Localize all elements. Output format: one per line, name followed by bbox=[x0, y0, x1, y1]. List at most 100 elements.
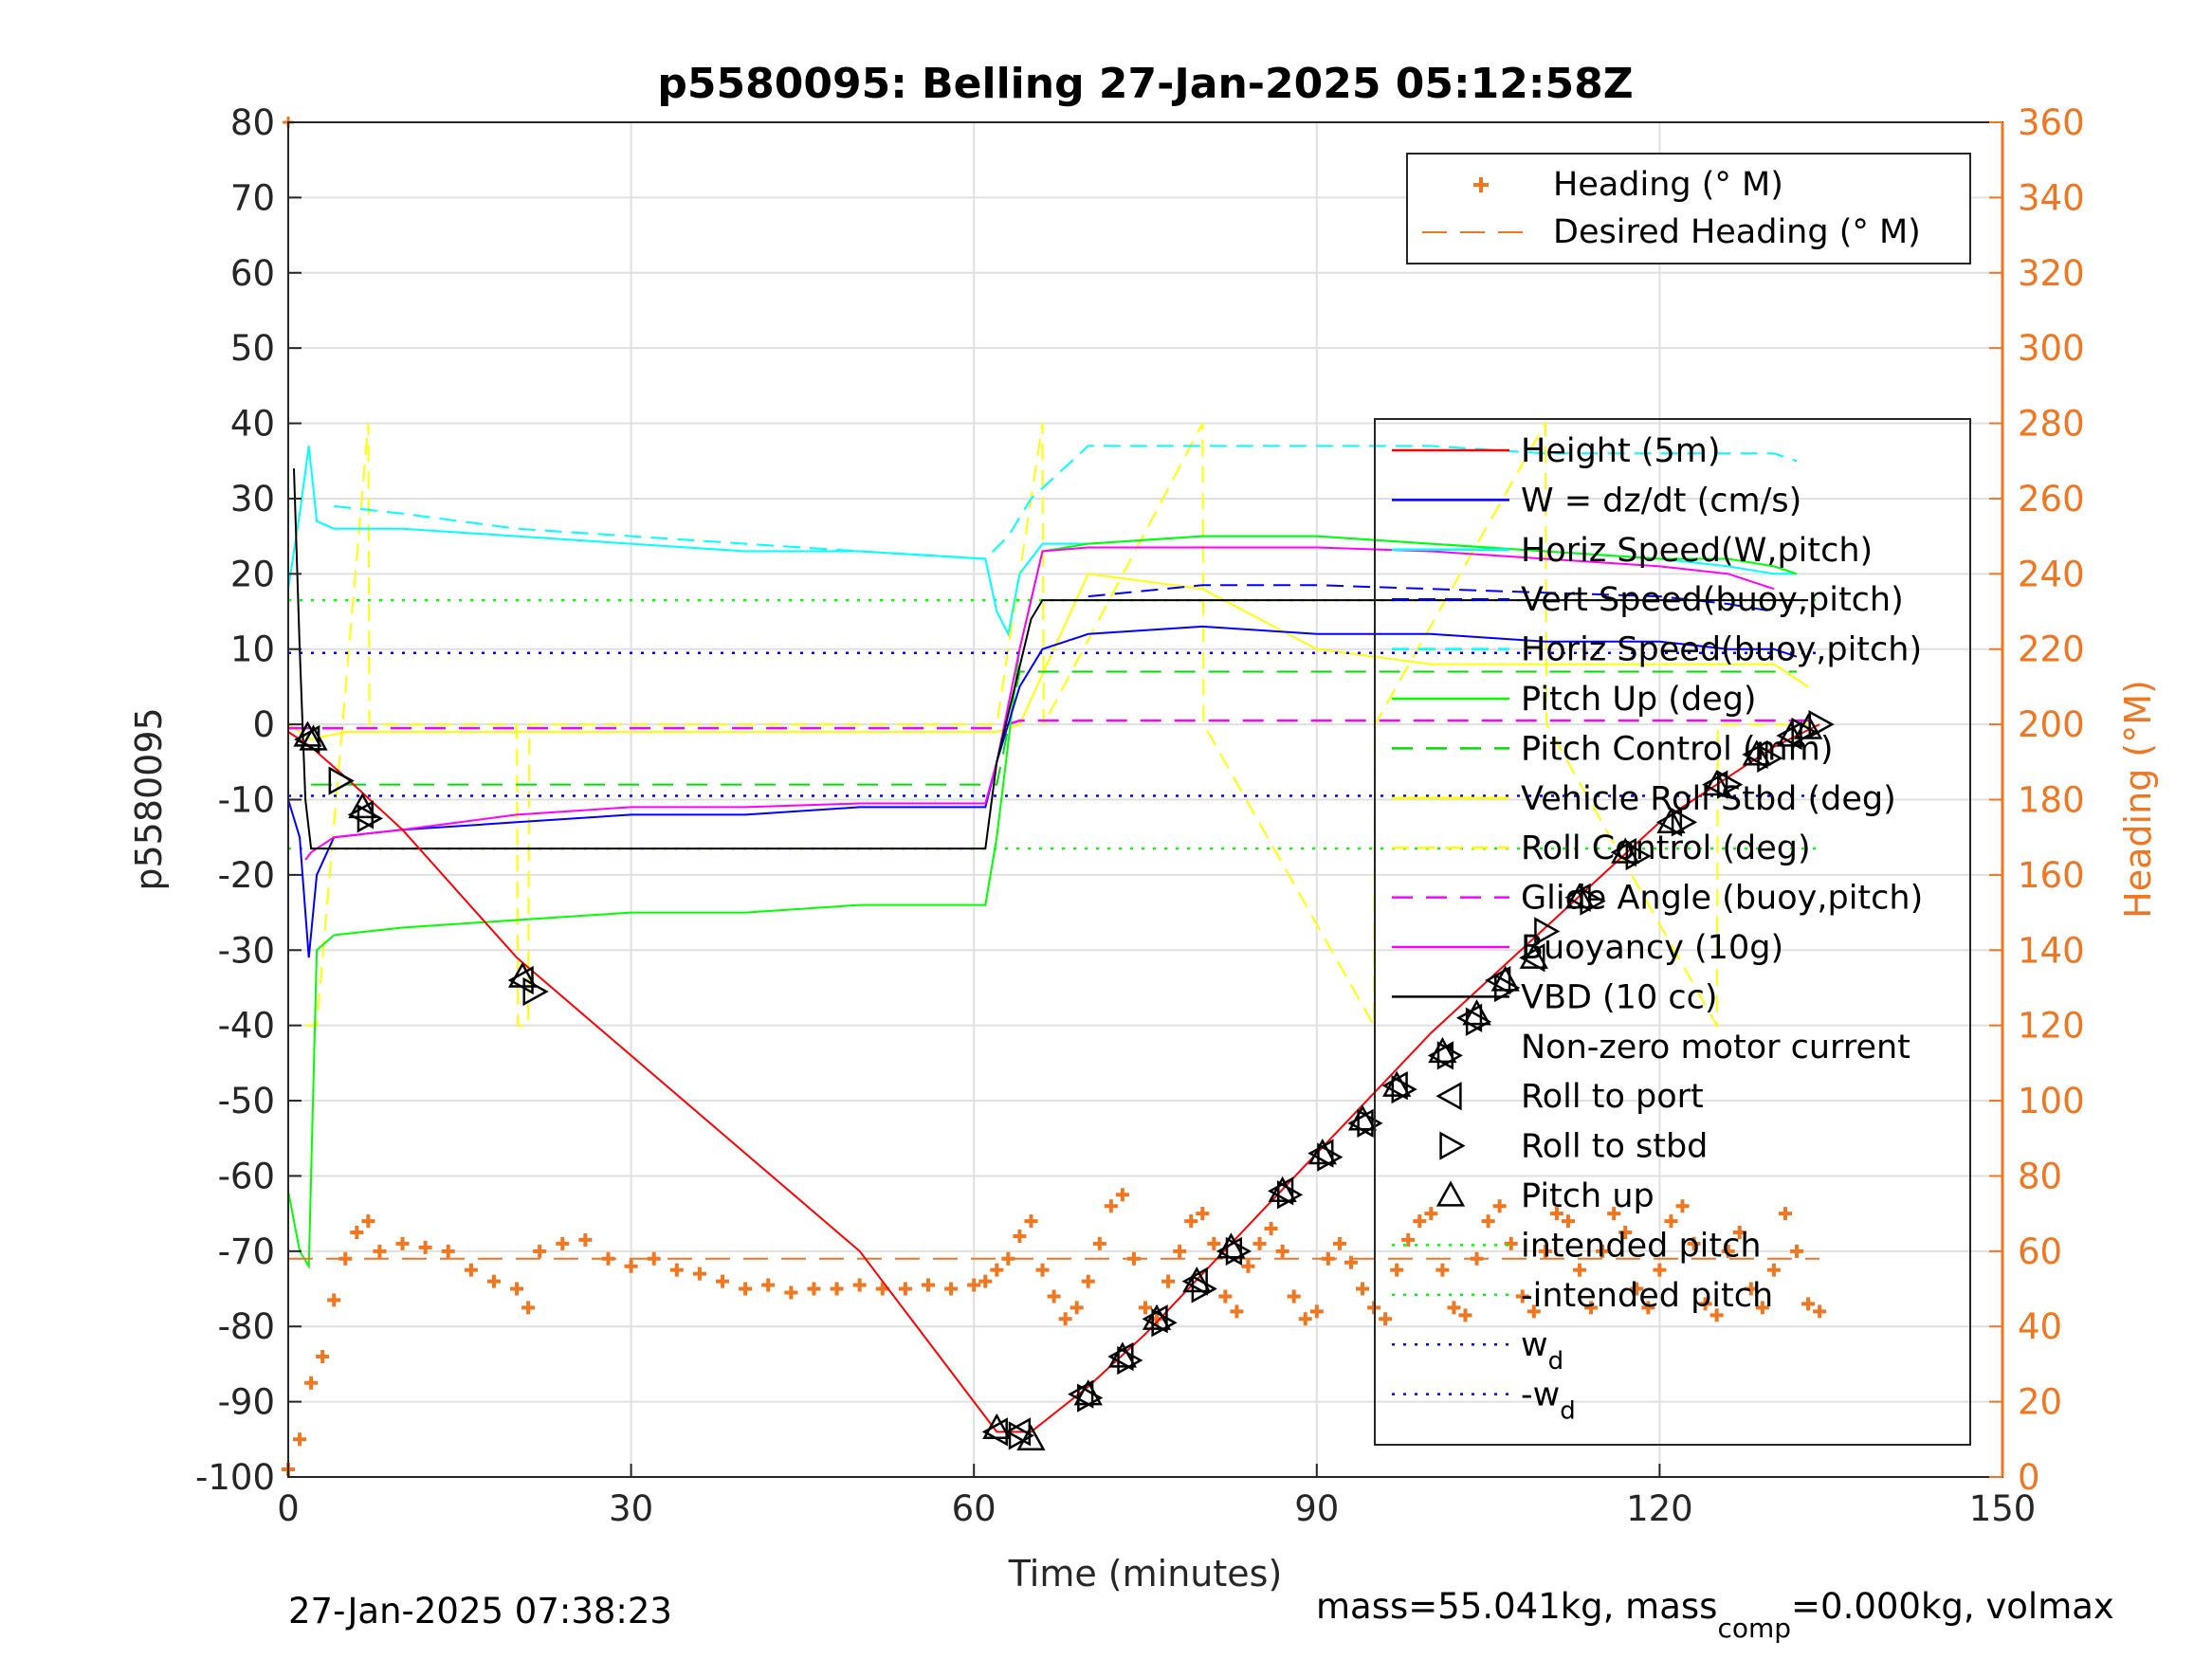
marker-layer bbox=[293, 709, 1835, 1450]
heading-point bbox=[1218, 1289, 1233, 1304]
heading-point bbox=[556, 1236, 570, 1250]
heading-point bbox=[316, 1349, 330, 1363]
legend-main-entry: Vert Speed(buoy,pitch) bbox=[1521, 581, 1904, 619]
pitch-up-marker bbox=[982, 1413, 1012, 1440]
heading-point bbox=[510, 1282, 524, 1296]
y-tick-label: -50 bbox=[218, 1081, 275, 1121]
y2-tick-label: 160 bbox=[2018, 855, 2085, 896]
heading-point bbox=[1047, 1289, 1061, 1304]
pitch-up-marker bbox=[1519, 942, 1548, 969]
y2-tick-label: 100 bbox=[2018, 1081, 2085, 1121]
y-axis-label: p5580095 bbox=[128, 707, 170, 890]
heading-point bbox=[1492, 1199, 1507, 1213]
y-tick-label: -80 bbox=[218, 1306, 275, 1347]
legend-main-entry: Pitch Up (deg) bbox=[1521, 681, 1757, 719]
y-tick-label: 0 bbox=[252, 704, 275, 745]
heading-point bbox=[1618, 1225, 1633, 1239]
y-ticks: 80 70 60 50 40 30 20 10 0 -10 -20 -30 -40 -50 -60 -70 -8… bbox=[195, 102, 302, 1498]
heading-point bbox=[1813, 1304, 1827, 1319]
heading-point bbox=[1115, 1188, 1129, 1202]
legend-entry-base: -w bbox=[1521, 1376, 1560, 1414]
heading-point bbox=[1801, 1297, 1816, 1311]
heading-point bbox=[1504, 1236, 1518, 1250]
heading-point bbox=[1596, 1244, 1610, 1258]
series-horiz-buoy bbox=[334, 445, 1798, 560]
legend-heading-symbol bbox=[1473, 177, 1489, 192]
heading-point bbox=[624, 1259, 638, 1273]
heading-point bbox=[1458, 1308, 1472, 1322]
heading-point bbox=[361, 1214, 375, 1229]
y2-tick-label: 40 bbox=[2018, 1306, 2062, 1347]
pitch-up-marker bbox=[507, 961, 538, 988]
heading-point bbox=[1069, 1301, 1084, 1315]
heading-point bbox=[1561, 1214, 1575, 1229]
heading-point bbox=[1024, 1214, 1038, 1229]
heading-point bbox=[1092, 1236, 1106, 1250]
y-tick-label: 60 bbox=[230, 253, 275, 294]
heading-point bbox=[395, 1236, 410, 1250]
heading-point bbox=[1332, 1236, 1346, 1250]
legend-marker-symbol bbox=[1435, 1082, 1462, 1111]
roll-to-port-marker bbox=[1181, 1267, 1208, 1296]
legend-main-entry: -intended pitch bbox=[1521, 1277, 1773, 1315]
roll-to-stbd-marker bbox=[1671, 808, 1698, 837]
heading-point bbox=[1526, 1304, 1541, 1319]
legend-main-entry: Glide Angle (buoy,pitch) bbox=[1521, 880, 1923, 918]
heading-point bbox=[304, 1376, 319, 1390]
x-tick-label: 120 bbox=[1626, 1488, 1693, 1529]
y2-tick-label: 280 bbox=[2018, 404, 2085, 445]
heading-point bbox=[1058, 1312, 1072, 1326]
heading-point bbox=[533, 1244, 547, 1258]
footer-timestamp: 27-Jan-2025 07:38:23 bbox=[288, 1591, 672, 1632]
legend-main-entry: Buoyancy (10g) bbox=[1521, 929, 1783, 967]
y2-tick-label: 360 bbox=[2018, 102, 2085, 143]
y2-tick-label: 80 bbox=[2018, 1156, 2062, 1196]
heading-point bbox=[1675, 1199, 1690, 1213]
roll-to-stbd-marker bbox=[1534, 917, 1561, 946]
pitch-up-marker bbox=[1182, 1267, 1212, 1293]
y2-ticks: 3603403203002802602402202001801601401201… bbox=[1989, 102, 2085, 1498]
y-tick-label: 50 bbox=[230, 328, 275, 369]
heading-point bbox=[1641, 1301, 1655, 1315]
heading-point bbox=[1344, 1255, 1358, 1269]
y-tick-label: 10 bbox=[230, 629, 275, 670]
heading-point bbox=[1653, 1263, 1667, 1277]
legend-main-box bbox=[1374, 418, 1971, 1446]
y-tick-label: 30 bbox=[230, 479, 275, 520]
y2-tick-label: 200 bbox=[2018, 704, 2085, 745]
legend-main-entry: Pitch Control (mm) bbox=[1521, 730, 1833, 768]
y-tick-label: 20 bbox=[230, 554, 275, 594]
pitch-up-marker bbox=[1073, 1379, 1103, 1406]
pitch-up-marker bbox=[1564, 883, 1595, 909]
heading-point bbox=[327, 1293, 341, 1307]
legend-main-entry: -wd bbox=[1521, 1376, 1576, 1426]
roll-to-stbd-marker bbox=[356, 804, 383, 833]
heading-point bbox=[1424, 1207, 1438, 1221]
heading-point bbox=[1264, 1222, 1278, 1236]
heading-point bbox=[1698, 1297, 1712, 1311]
y-tick-label: -70 bbox=[218, 1231, 275, 1272]
pitch-up-marker bbox=[1656, 807, 1686, 833]
legend-marker-symbol bbox=[1439, 1131, 1466, 1160]
heading-point bbox=[1584, 1301, 1599, 1315]
series-glide bbox=[288, 719, 1820, 730]
heading-point bbox=[1549, 1207, 1563, 1221]
heading-point bbox=[1744, 1282, 1758, 1296]
y2-tick-label: 180 bbox=[2018, 780, 2085, 821]
y-tick-label: -40 bbox=[218, 1006, 275, 1047]
heading-point bbox=[1001, 1251, 1015, 1266]
legend-main-entry: Non-zero motor current bbox=[1521, 1029, 1910, 1066]
pitch-up-marker bbox=[1382, 1070, 1412, 1097]
heading-point bbox=[978, 1274, 993, 1288]
legend-top-box bbox=[1406, 153, 1971, 264]
x-tick-label: 90 bbox=[1294, 1488, 1339, 1529]
heading-point bbox=[1207, 1236, 1221, 1250]
pitch-up-marker bbox=[1307, 1139, 1337, 1165]
heading-point bbox=[1139, 1301, 1152, 1315]
heading-point bbox=[1275, 1244, 1289, 1258]
heading-point bbox=[1790, 1244, 1804, 1258]
legend-top-entry: Heading (° M) bbox=[1553, 166, 1783, 204]
y2-tick-label: 60 bbox=[2018, 1231, 2062, 1272]
heading-point bbox=[1470, 1251, 1484, 1266]
heading-point bbox=[807, 1282, 821, 1296]
